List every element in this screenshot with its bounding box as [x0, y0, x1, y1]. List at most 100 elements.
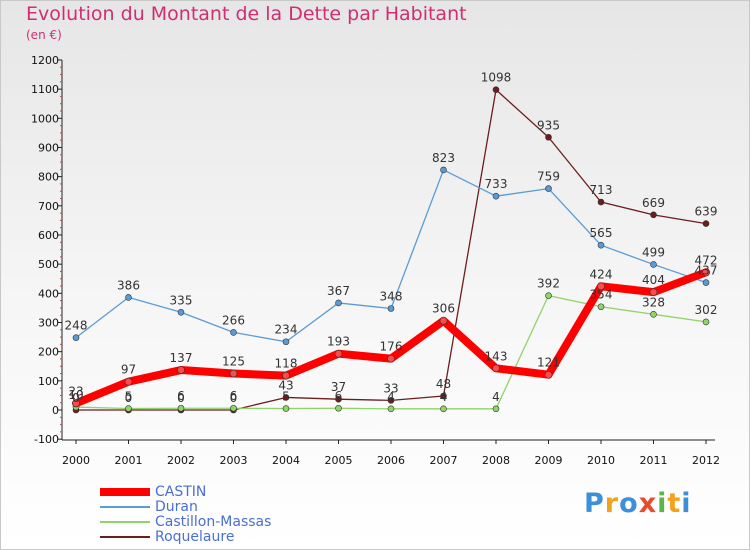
x-tick-label: 2002	[167, 454, 195, 467]
data-label: 23	[68, 384, 83, 398]
data-label: 5	[282, 390, 290, 404]
data-label: 935	[537, 118, 560, 132]
y-tick-label: 600	[38, 229, 59, 242]
data-label: 335	[170, 293, 193, 307]
logo-letter: P	[584, 488, 605, 519]
data-label: 367	[327, 284, 350, 298]
data-point	[72, 334, 80, 341]
x-tick-label: 2012	[692, 454, 720, 467]
data-label: 348	[380, 289, 403, 303]
data-point	[387, 405, 395, 413]
data-label: 118	[275, 357, 298, 371]
data-label: 437	[695, 264, 718, 278]
data-label: 0	[177, 391, 185, 405]
data-label: 733	[485, 177, 508, 191]
data-label: 4	[440, 390, 448, 404]
y-tick-label: 900	[38, 141, 59, 154]
legend-swatch	[100, 536, 150, 538]
data-label: 266	[222, 313, 245, 327]
data-label: 48	[436, 377, 451, 391]
data-label: 248	[65, 319, 88, 333]
data-label: 354	[590, 288, 613, 302]
data-label: 759	[537, 170, 560, 184]
x-tick-label: 2008	[482, 454, 510, 467]
data-point	[230, 329, 237, 336]
logo-letter: o	[619, 488, 639, 519]
data-label: 33	[383, 381, 398, 395]
data-label: 823	[432, 151, 455, 165]
data-point	[334, 349, 343, 358]
data-point	[492, 192, 500, 200]
data-point	[177, 366, 185, 374]
chart-title: Evolution du Montant de la Dette par Hab…	[26, 3, 467, 25]
y-tick-label: 500	[38, 258, 59, 271]
data-label: 0	[230, 391, 238, 405]
data-point	[702, 318, 710, 326]
x-tick-label: 2001	[115, 454, 143, 467]
data-point	[177, 308, 185, 316]
data-point	[440, 392, 447, 400]
data-point	[387, 354, 395, 363]
y-tick-label: 300	[38, 316, 59, 329]
data-point	[492, 86, 500, 94]
y-tick-label: 1100	[31, 83, 59, 96]
x-tick-label: 2006	[377, 454, 405, 467]
data-label: 6	[230, 389, 238, 403]
data-label: 0	[72, 391, 80, 405]
data-point	[702, 220, 710, 227]
data-point	[650, 261, 657, 268]
data-label: 1098	[481, 71, 512, 85]
data-label: 404	[642, 273, 665, 287]
data-point	[177, 404, 185, 412]
y-tick-label: 400	[38, 287, 59, 300]
data-label: 37	[331, 380, 346, 394]
data-point	[282, 405, 290, 412]
data-point	[440, 405, 447, 413]
legend-label: CASTIN	[155, 484, 207, 500]
data-point	[702, 279, 710, 286]
data-label: 4	[492, 390, 500, 404]
data-label: 176	[380, 340, 403, 354]
y-tick-label: 1000	[31, 112, 59, 125]
chart-subtitle: (en €)	[26, 28, 62, 42]
x-tick-label: 2005	[325, 454, 353, 467]
legend-label: Roquelaure	[155, 529, 235, 545]
data-point	[335, 299, 342, 307]
data-point	[282, 371, 290, 380]
data-point	[125, 294, 132, 301]
data-label: 6	[335, 389, 343, 403]
logo-letter: i	[657, 488, 668, 519]
logo-letter: r	[604, 488, 620, 519]
data-label: 302	[695, 303, 718, 317]
x-tick-label: 2000	[62, 454, 90, 467]
data-point	[335, 395, 342, 403]
data-point	[650, 211, 657, 219]
logo-letter: x	[638, 488, 658, 519]
x-tick-label: 2004	[272, 454, 300, 467]
data-point	[544, 370, 553, 379]
proxiti-logo: Proxiti	[584, 488, 692, 519]
data-label: 306	[432, 302, 455, 316]
logo-letter: t	[667, 488, 682, 519]
data-label: 193	[327, 335, 350, 349]
data-point	[702, 268, 710, 277]
data-point	[649, 288, 658, 296]
data-label: 125	[222, 355, 245, 369]
data-label: 4	[387, 390, 395, 404]
data-label: 43	[278, 378, 293, 392]
data-label: 137	[170, 351, 193, 365]
legend-swatch	[100, 506, 150, 508]
data-point	[597, 282, 605, 291]
data-label: 0	[125, 391, 133, 405]
data-point	[387, 397, 395, 404]
data-label: 392	[537, 277, 560, 291]
y-tick-label: 1200	[31, 54, 59, 67]
x-tick-label: 2009	[535, 454, 563, 467]
data-label: 10	[68, 388, 83, 402]
y-tick-label: -100	[34, 433, 59, 446]
data-point	[597, 303, 605, 311]
data-point	[650, 311, 657, 318]
data-point	[545, 292, 552, 299]
data-point	[545, 185, 552, 192]
